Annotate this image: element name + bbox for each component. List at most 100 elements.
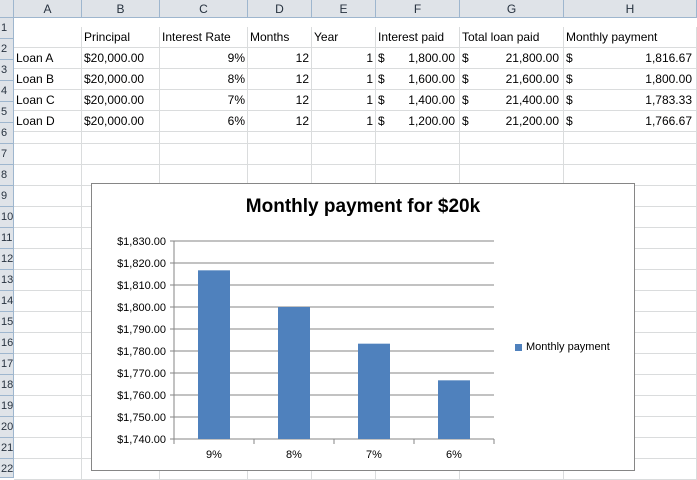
- cell-g5[interactable]: $21,200.00: [460, 111, 564, 132]
- cell-a21[interactable]: [14, 438, 82, 459]
- cell-f5[interactable]: $1,200.00: [376, 111, 460, 132]
- cell-f3[interactable]: $1,600.00: [376, 69, 460, 90]
- cell-g3[interactable]: $21,600.00: [460, 69, 564, 90]
- cell-d5[interactable]: 12: [248, 111, 312, 132]
- cell-a5[interactable]: Loan D: [14, 111, 82, 132]
- row-header-17[interactable]: 17: [0, 354, 14, 375]
- cell-b1[interactable]: Principal: [82, 27, 160, 48]
- cell-h1[interactable]: Monthly payment: [564, 27, 697, 48]
- cell-a1[interactable]: [14, 27, 82, 48]
- row-header-7[interactable]: 7: [0, 144, 14, 165]
- cell-h2[interactable]: $1,816.67: [564, 48, 697, 69]
- column-header-b[interactable]: B: [82, 0, 160, 18]
- cell-e2[interactable]: 1: [312, 48, 376, 69]
- cell-f7[interactable]: [376, 144, 460, 165]
- cell-e1[interactable]: Year: [312, 27, 376, 48]
- cell-a9[interactable]: [14, 186, 82, 207]
- column-header-a[interactable]: A: [14, 0, 82, 18]
- cell-d2[interactable]: 12: [248, 48, 312, 69]
- cell-g7[interactable]: [460, 144, 564, 165]
- cell-d4[interactable]: 12: [248, 90, 312, 111]
- row-header-19[interactable]: 19: [0, 396, 14, 417]
- cell-a19[interactable]: [14, 396, 82, 417]
- cell-d6[interactable]: [248, 123, 312, 144]
- row-header-6[interactable]: 6: [0, 123, 14, 144]
- row-header-1[interactable]: 1: [0, 18, 14, 39]
- cell-a13[interactable]: [14, 270, 82, 291]
- select-all-corner[interactable]: [0, 0, 14, 18]
- cell-a12[interactable]: [14, 249, 82, 270]
- cell-a7[interactable]: [14, 144, 82, 165]
- column-header-c[interactable]: C: [160, 0, 248, 18]
- cell-e6[interactable]: [312, 123, 376, 144]
- row-header-10[interactable]: 10: [0, 207, 14, 228]
- row-header-3[interactable]: 3: [0, 60, 14, 81]
- cell-b2[interactable]: $20,000.00: [82, 48, 160, 69]
- cell-f4[interactable]: $1,400.00: [376, 90, 460, 111]
- cell-d1[interactable]: Months: [248, 27, 312, 48]
- cell-a20[interactable]: [14, 417, 82, 438]
- cell-g1[interactable]: Total loan paid: [460, 27, 564, 48]
- cell-a8[interactable]: [14, 165, 82, 186]
- cell-h3[interactable]: $1,800.00: [564, 69, 697, 90]
- cell-f6[interactable]: [376, 123, 460, 144]
- cell-a15[interactable]: [14, 312, 82, 333]
- row-header-21[interactable]: 21: [0, 438, 14, 459]
- cell-a3[interactable]: Loan B: [14, 69, 82, 90]
- cell-b5[interactable]: $20,000.00: [82, 111, 160, 132]
- row-header-15[interactable]: 15: [0, 312, 14, 333]
- row-header-22[interactable]: 22: [0, 459, 14, 478]
- row-header-9[interactable]: 9: [0, 186, 14, 207]
- row-header-2[interactable]: 2: [0, 39, 14, 60]
- cell-b4[interactable]: $20,000.00: [82, 90, 160, 111]
- cell-a16[interactable]: [14, 333, 82, 354]
- row-header-4[interactable]: 4: [0, 81, 14, 102]
- cell-h6[interactable]: [564, 123, 697, 144]
- row-header-18[interactable]: 18: [0, 375, 14, 396]
- cell-b3[interactable]: $20,000.00: [82, 69, 160, 90]
- cell-h7[interactable]: [564, 144, 697, 165]
- cell-a18[interactable]: [14, 375, 82, 396]
- column-header-g[interactable]: G: [460, 0, 564, 18]
- cell-a2[interactable]: Loan A: [14, 48, 82, 69]
- cell-a6[interactable]: [14, 123, 82, 144]
- cell-e5[interactable]: 1: [312, 111, 376, 132]
- cell-g6[interactable]: [460, 123, 564, 144]
- column-header-h[interactable]: H: [564, 0, 697, 18]
- cell-a14[interactable]: [14, 291, 82, 312]
- cell-a11[interactable]: [14, 228, 82, 249]
- cell-e3[interactable]: 1: [312, 69, 376, 90]
- cell-f2[interactable]: $1,800.00: [376, 48, 460, 69]
- cell-g4[interactable]: $21,400.00: [460, 90, 564, 111]
- cell-h4[interactable]: $1,783.33: [564, 90, 697, 111]
- row-header-11[interactable]: 11: [0, 228, 14, 249]
- row-header-20[interactable]: 20: [0, 417, 14, 438]
- cell-a10[interactable]: [14, 207, 82, 228]
- column-header-d[interactable]: D: [248, 0, 312, 18]
- row-header-16[interactable]: 16: [0, 333, 14, 354]
- cell-g2[interactable]: $21,800.00: [460, 48, 564, 69]
- cell-b6[interactable]: [82, 123, 160, 144]
- row-header-5[interactable]: 5: [0, 102, 14, 123]
- column-header-e[interactable]: E: [312, 0, 376, 18]
- cell-c1[interactable]: Interest Rate: [160, 27, 248, 48]
- row-header-13[interactable]: 13: [0, 270, 14, 291]
- cell-b7[interactable]: [82, 144, 160, 165]
- column-header-f[interactable]: F: [376, 0, 460, 18]
- cell-c6[interactable]: [160, 123, 248, 144]
- cell-d3[interactable]: 12: [248, 69, 312, 90]
- cell-a4[interactable]: Loan C: [14, 90, 82, 111]
- cell-e7[interactable]: [312, 144, 376, 165]
- cell-c2[interactable]: 9%: [160, 48, 248, 69]
- cell-d7[interactable]: [248, 144, 312, 165]
- cell-c5[interactable]: 6%: [160, 111, 248, 132]
- cell-e4[interactable]: 1: [312, 90, 376, 111]
- row-header-8[interactable]: 8: [0, 165, 14, 186]
- row-header-14[interactable]: 14: [0, 291, 14, 312]
- cell-c3[interactable]: 8%: [160, 69, 248, 90]
- cell-f1[interactable]: Interest paid: [376, 27, 460, 48]
- cell-c4[interactable]: 7%: [160, 90, 248, 111]
- row-header-12[interactable]: 12: [0, 249, 14, 270]
- cell-a17[interactable]: [14, 354, 82, 375]
- cell-a22[interactable]: [14, 459, 82, 480]
